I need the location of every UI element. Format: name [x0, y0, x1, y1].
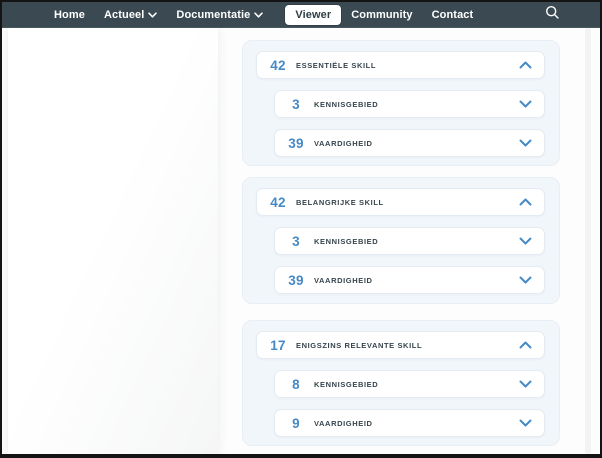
nav-item-viewer-active[interactable]: Viewer: [285, 5, 342, 25]
accordion-label: VAARDIGHEID: [314, 418, 373, 428]
nav-item-label: Community: [351, 9, 413, 21]
accordion-header-enigszins-relevante-skill[interactable]: 17 ENIGSZINS RELEVANTE SKILL: [256, 331, 545, 359]
count-badge: 3: [292, 233, 300, 249]
count-badge: 42: [270, 194, 286, 210]
nav-item-actueel[interactable]: Actueel: [102, 5, 159, 25]
chevron-down-icon: [254, 9, 264, 21]
skill-group-belangrijke: 42 BELANGRIJKE SKILL 3 KENNISGEBIED 39 V…: [242, 177, 560, 304]
chevron-down-icon: [519, 139, 532, 147]
accordion-label: KENNISGEBIED: [314, 99, 379, 109]
accordion-label: ENIGSZINS RELEVANTE SKILL: [296, 340, 423, 350]
nav-item-label: Actueel: [103, 9, 145, 21]
chevron-down-icon: [519, 380, 532, 388]
scrollbar[interactable]: [585, 28, 591, 454]
skill-group-essentiele: 42 ESSENTIËLE SKILL 3 KENNISGEBIED 39 VA…: [242, 40, 560, 166]
nav-item-label: Viewer: [295, 9, 332, 21]
accordion-header-essentiele-skill[interactable]: 42 ESSENTIËLE SKILL: [256, 51, 545, 79]
nav-item-community[interactable]: Community: [349, 5, 414, 25]
count-badge: 39: [288, 272, 304, 288]
accordion-row-kennisgebied[interactable]: 3 KENNISGEBIED: [274, 90, 545, 118]
nav-item-label: Home: [54, 9, 85, 21]
viewer-content: 42 ESSENTIËLE SKILL 3 KENNISGEBIED 39 VA…: [2, 28, 600, 454]
count-badge: 42: [270, 57, 286, 73]
chevron-down-icon: [519, 276, 532, 284]
nav-item-contact[interactable]: Contact: [430, 5, 476, 25]
chevron-up-icon: [519, 198, 532, 206]
chevron-down-icon: [519, 419, 532, 427]
accordion-row-vaardigheid[interactable]: 39 VAARDIGHEID: [274, 129, 545, 157]
viewer-page-panel: [8, 28, 218, 454]
search-icon: [545, 5, 560, 25]
nav-item-documentatie[interactable]: Documentatie: [174, 5, 265, 25]
chevron-up-icon: [519, 61, 532, 69]
count-badge: 39: [288, 135, 304, 151]
accordion-row-kennisgebied[interactable]: 8 KENNISGEBIED: [274, 370, 545, 398]
accordion-row-vaardigheid[interactable]: 9 VAARDIGHEID: [274, 409, 545, 437]
nav-item-label: Documentatie: [176, 9, 251, 21]
accordion-label: BELANGRIJKE SKILL: [296, 197, 384, 207]
skills-accordion-column: 42 ESSENTIËLE SKILL 3 KENNISGEBIED 39 VA…: [240, 28, 560, 454]
chevron-down-icon: [519, 237, 532, 245]
count-badge: 9: [292, 415, 300, 431]
accordion-label: ESSENTIËLE SKILL: [296, 60, 377, 70]
chevron-up-icon: [519, 341, 532, 349]
chevron-down-icon: [519, 100, 532, 108]
count-badge: 3: [292, 96, 300, 112]
accordion-label: KENNISGEBIED: [314, 379, 379, 389]
accordion-header-belangrijke-skill[interactable]: 42 BELANGRIJKE SKILL: [256, 188, 545, 216]
top-navigation: Home Actueel Documentatie Viewer Communi…: [2, 2, 600, 28]
count-badge: 8: [292, 376, 300, 392]
search-button[interactable]: [545, 5, 560, 25]
nav-item-label: Contact: [431, 9, 474, 21]
chevron-down-icon: [148, 9, 158, 21]
count-badge: 17: [270, 337, 286, 353]
accordion-label: VAARDIGHEID: [314, 138, 373, 148]
accordion-label: KENNISGEBIED: [314, 236, 379, 246]
nav-item-home[interactable]: Home: [52, 5, 87, 25]
accordion-label: VAARDIGHEID: [314, 275, 373, 285]
accordion-row-vaardigheid[interactable]: 39 VAARDIGHEID: [274, 266, 545, 294]
skill-group-enigszins-relevante: 17 ENIGSZINS RELEVANTE SKILL 8 KENNISGEB…: [242, 320, 560, 446]
accordion-row-kennisgebied[interactable]: 3 KENNISGEBIED: [274, 227, 545, 255]
